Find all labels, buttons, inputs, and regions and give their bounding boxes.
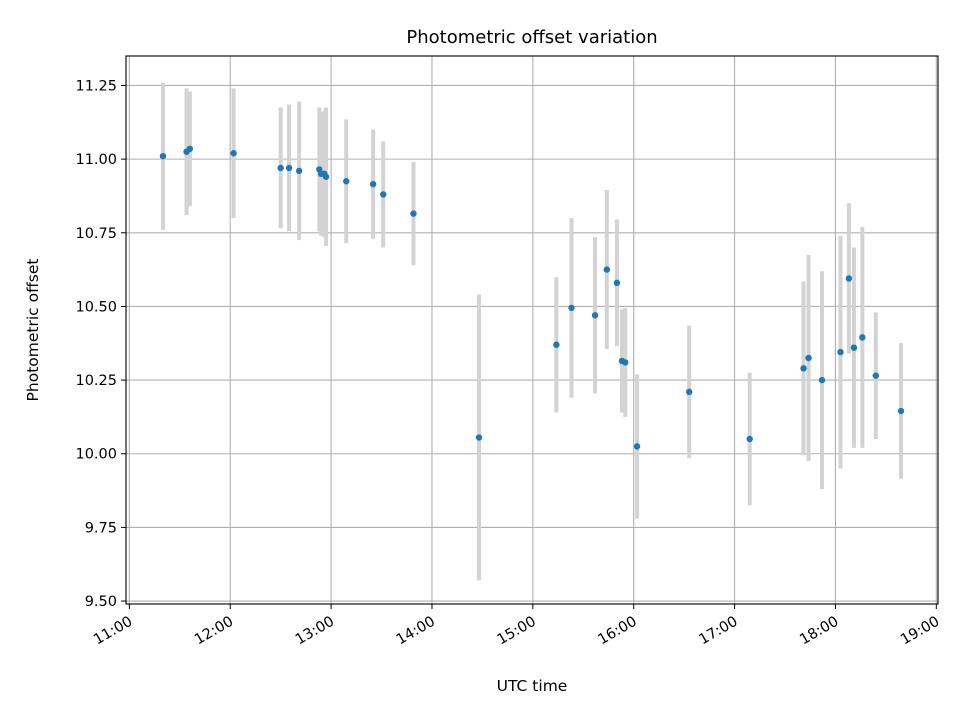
data-point [685, 388, 693, 396]
data-point [277, 164, 284, 172]
data-point [613, 279, 621, 287]
y-tick-label: 10.50 [75, 299, 117, 315]
chart-title: Photometric offset variation [406, 27, 657, 48]
y-axis-ticks: 9.50 9.75 10.00 10.25 10.50 10.75 11.00 11.25 [75, 78, 126, 610]
data-point [410, 210, 417, 217]
data-point [622, 359, 629, 366]
data-point [369, 180, 377, 188]
data-point [805, 354, 812, 362]
data-point [322, 173, 330, 180]
y-tick-label: 11.25 [75, 78, 117, 94]
data-point [859, 334, 866, 341]
data-point [800, 365, 807, 372]
data-point [159, 152, 167, 160]
data-point [897, 407, 905, 415]
y-tick-label: 10.25 [75, 373, 117, 389]
data-point [591, 312, 599, 319]
data-point [633, 443, 641, 450]
y-axis-title: Photometric offset [24, 259, 42, 402]
y-tick-label: 11.00 [75, 152, 117, 168]
plot-frame [125, 55, 939, 605]
data-point [845, 275, 853, 282]
data-point [230, 150, 237, 157]
grid [126, 56, 938, 604]
data-point [285, 164, 293, 172]
data-point [553, 341, 560, 348]
data-point [872, 372, 879, 379]
data-point [746, 435, 753, 443]
data-point [295, 167, 303, 175]
data-point [475, 434, 483, 441]
data-point [186, 145, 194, 153]
y-tick-label: 10.00 [75, 447, 117, 463]
data-point [568, 304, 575, 312]
y-tick-label: 9.75 [85, 520, 117, 536]
y-tick-label: 10.75 [75, 226, 117, 242]
data-points [159, 145, 905, 450]
x-axis-title: UTC time [497, 677, 568, 695]
data-point [603, 266, 611, 273]
data-point [837, 348, 844, 356]
data-point [818, 376, 826, 384]
data-point [850, 344, 858, 351]
y-tick-label: 9.50 [85, 594, 117, 610]
data-point [380, 191, 387, 198]
data-point [343, 178, 350, 185]
